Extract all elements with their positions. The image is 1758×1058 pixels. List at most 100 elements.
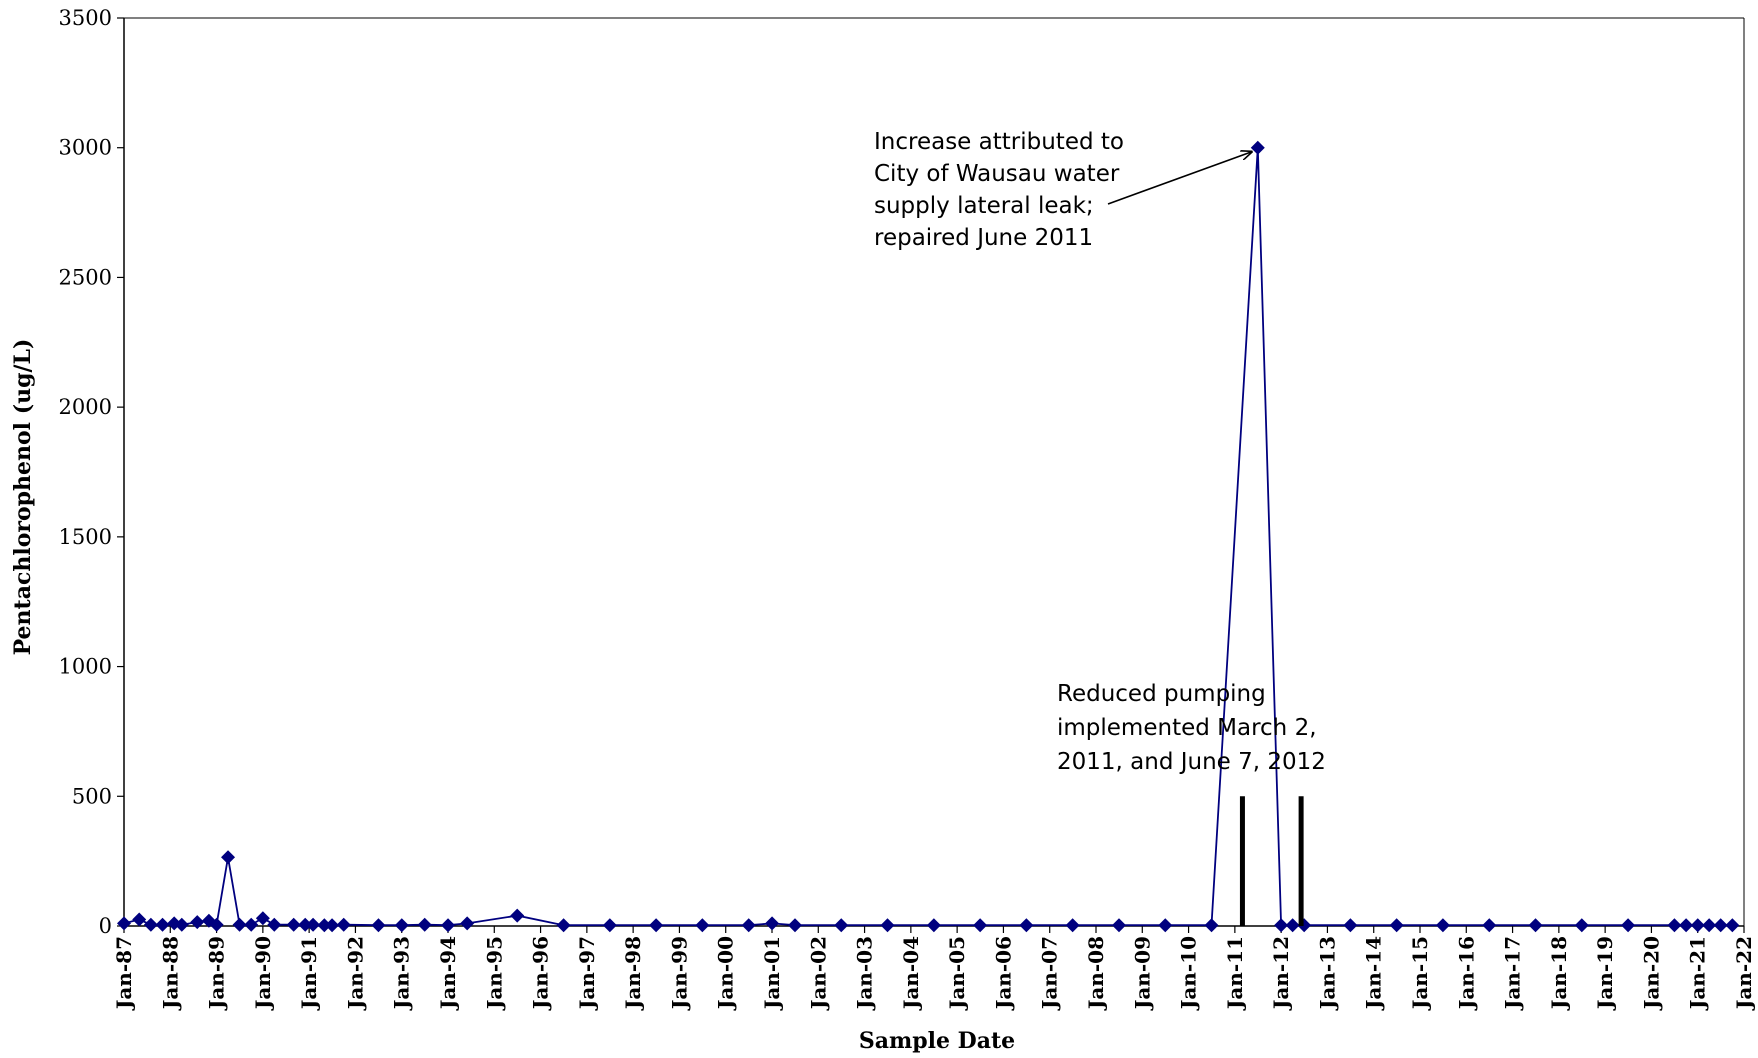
data-point [556,918,571,933]
x-tick-label: Jan-95 [482,936,506,1011]
x-tick-label: Jan-99 [667,936,691,1011]
x-tick-label: Jan-94 [436,936,460,1011]
data-point [1528,918,1543,933]
data-point [209,917,224,932]
data-point [1204,918,1219,933]
x-tick-label: Jan-93 [390,936,414,1011]
data-point [973,918,988,933]
data-point [695,918,710,933]
data-point [834,918,849,933]
x-tick-label: Jan-96 [529,936,553,1011]
data-point [1621,918,1636,933]
data-point [1725,918,1740,933]
data-point [232,917,247,932]
data-point [267,917,282,932]
data-point [417,917,432,932]
data-point [255,911,270,926]
annotation-pumping-line: implemented March 2, [1057,715,1317,741]
data-point [602,918,617,933]
y-tick-label: 0 [99,914,112,938]
x-tick-label: Jan-10 [1177,936,1201,1011]
data-point [117,916,131,931]
data-point [190,915,205,930]
data-point [880,918,895,933]
x-tick-label: Jan-08 [1084,936,1108,1011]
x-axis-title: Sample Date [859,1028,1015,1054]
data-point [1285,918,1300,933]
x-tick-label: Jan-89 [205,936,229,1011]
data-point [441,918,456,933]
data-point [143,917,158,932]
x-tick-label: Jan-18 [1547,936,1571,1011]
x-tick-label: Jan-14 [1362,936,1386,1011]
data-point [394,918,409,933]
data-point [1158,918,1173,933]
data-point [1019,918,1034,933]
y-tick-label: 3500 [59,6,112,30]
x-tick-label: Jan-16 [1454,936,1478,1011]
x-tick-label: Jan-00 [714,936,738,1011]
x-tick-label: Jan-02 [806,936,830,1011]
data-point [306,917,321,932]
data-point [510,908,525,923]
data-point [1679,918,1694,933]
data-point [155,917,170,932]
vertical-markers [1239,796,1304,926]
y-axis-ticks: 0 500 1000 1500 2000 2500 3000 3500 [59,6,124,938]
annotation-pumping-line: 2011, and June 7, 2012 [1057,749,1326,775]
data-point [1574,918,1589,933]
data-point [221,850,236,865]
x-tick-label: Jan-21 [1686,936,1710,1011]
y-tick-label: 2500 [59,265,112,289]
y-tick-label: 1500 [59,525,112,549]
data-point [460,916,475,931]
data-point [1274,918,1289,933]
x-tick-label: Jan-19 [1593,936,1617,1011]
data-point [1713,918,1728,933]
y-tick-label: 3000 [59,136,112,160]
annotations: Increase attributed to City of Wausau wat… [874,129,1326,775]
data-point [741,918,756,933]
data-point [132,912,147,927]
x-tick-label: Jan-91 [297,936,321,1011]
x-tick-label: Jan-12 [1269,936,1293,1011]
data-point [371,918,386,933]
data-point [765,916,780,931]
data-point [1702,918,1717,933]
x-tick-label: Jan-88 [158,936,182,1011]
data-point [244,917,259,932]
series-line [123,147,1733,927]
data-point [336,917,351,932]
data-point [787,918,802,933]
data-point [286,917,301,932]
annotation-pumping-line: Reduced pumping [1057,681,1266,707]
x-tick-label: Jan-09 [1130,936,1154,1011]
x-tick-label: Jan-03 [853,936,877,1011]
x-tick-label: Jan-13 [1315,936,1339,1011]
data-point [174,917,189,932]
data-point [1065,918,1080,933]
annotation-leak-line: Increase attributed to [874,129,1124,155]
y-tick-label: 500 [72,784,112,808]
data-point [1690,918,1705,933]
data-point [317,918,332,933]
x-tick-label: Jan-17 [1501,936,1525,1011]
data-point [649,918,664,933]
data-point [926,918,941,933]
x-tick-label: Jan-87 [112,936,136,1011]
data-point [1435,918,1450,933]
data-point [1343,918,1358,933]
data-point [1112,918,1127,933]
x-tick-label: Jan-07 [1038,936,1062,1011]
annotation-leak-line: City of Wausau water [874,161,1120,187]
x-tick-label: Jan-20 [1639,936,1663,1011]
x-tick-label: Jan-97 [575,936,599,1011]
x-tick-label: Jan-05 [945,936,969,1011]
annotation-leak-arrow [1107,152,1252,205]
x-tick-label: Jan-01 [760,936,784,1011]
data-point [1389,918,1404,933]
y-tick-label: 2000 [59,395,112,419]
x-tick-label: Jan-90 [251,936,275,1011]
annotation-leak-line: repaired June 2011 [874,225,1093,251]
